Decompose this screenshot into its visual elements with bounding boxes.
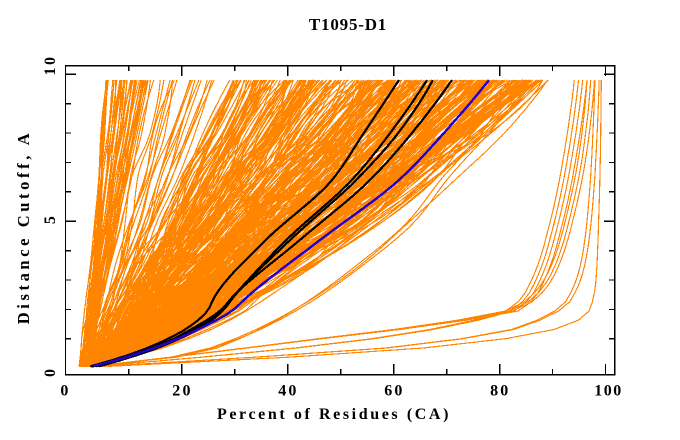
svg-text:20: 20 xyxy=(172,383,192,400)
svg-text:5: 5 xyxy=(42,216,59,224)
svg-text:Percent of Residues (CA): Percent of Residues (CA) xyxy=(217,406,451,423)
svg-text:T1095-D1: T1095-D1 xyxy=(309,15,387,34)
svg-text:0: 0 xyxy=(60,383,68,400)
svg-text:40: 40 xyxy=(278,383,298,400)
svg-text:80: 80 xyxy=(490,383,510,400)
svg-text:10: 10 xyxy=(42,55,59,76)
svg-text:60: 60 xyxy=(384,383,404,400)
svg-text:Distance Cutoff, A: Distance Cutoff, A xyxy=(14,130,33,325)
svg-text:0: 0 xyxy=(42,369,59,377)
svg-text:100: 100 xyxy=(594,383,623,400)
